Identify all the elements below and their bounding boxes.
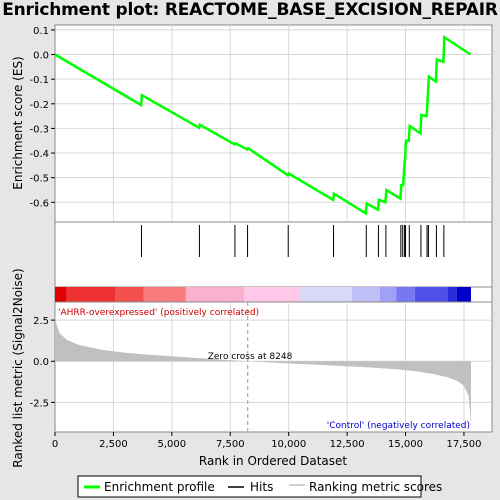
zero-cross-label: Zero cross at 8248 xyxy=(208,352,293,362)
x-axis-label: Rank in Ordered Dataset xyxy=(199,454,347,468)
rank-heat-band xyxy=(55,287,471,302)
heat-band-segment xyxy=(55,287,67,302)
heat-band-segment xyxy=(300,287,352,302)
es-grid xyxy=(55,25,492,222)
heat-band-segment xyxy=(414,287,448,302)
metric-y-tick-label: 2.5 xyxy=(33,316,49,327)
heat-band-segment xyxy=(185,287,245,302)
es-y-tick-label: -0.2 xyxy=(29,100,49,111)
legend-box xyxy=(77,475,422,498)
x-tick-label: 10,000 xyxy=(271,439,306,450)
es-y-tick-label: -0.4 xyxy=(29,149,49,160)
heat-band-segment xyxy=(396,287,415,302)
positive-label: 'AHRR-overexpressed' (positively correla… xyxy=(58,308,259,318)
es-y-axis-label: Enrichment score (ES) xyxy=(11,56,25,189)
metric-y-tick-label: 0.0 xyxy=(33,357,49,368)
heat-band-segment xyxy=(244,287,301,302)
heat-band-segment xyxy=(379,287,397,302)
es-y-tick-label: 0.0 xyxy=(33,51,49,62)
x-tick-label: 7,500 xyxy=(216,439,245,450)
enrichment-profile-line xyxy=(54,35,472,216)
x-tick-label: 5,000 xyxy=(158,439,187,450)
heat-band-segment xyxy=(143,287,186,302)
hits-panel xyxy=(54,221,493,288)
es-y-tick-label: -0.5 xyxy=(29,174,49,185)
x-tick-label: 17,500 xyxy=(446,439,481,450)
es-y-tick-label: -0.3 xyxy=(29,124,49,135)
hits-marks xyxy=(140,225,445,257)
es-panel xyxy=(54,24,493,223)
metric-y-axis-label: Ranked list metric (Signal2Noise) xyxy=(11,268,25,467)
legend-label-enrichment: Enrichment profile xyxy=(104,480,215,494)
heat-band-segment xyxy=(115,287,144,302)
es-y-tick-label: -0.6 xyxy=(29,198,49,209)
es-y-tick-label: 0.1 xyxy=(33,26,49,37)
metric-y-axis: 2.5 0.0 -2.5 xyxy=(29,316,55,409)
x-tick-label: 2,500 xyxy=(99,439,128,450)
x-tick-label: 15,000 xyxy=(388,439,423,450)
x-tick-label: 12,500 xyxy=(330,439,365,450)
x-tick-label: 0 xyxy=(52,439,58,450)
heat-band-segment xyxy=(447,287,457,302)
heat-band-segment xyxy=(456,287,471,302)
metric-y-tick-label: -2.5 xyxy=(29,398,49,409)
legend: Enrichment profile Hits Ranking metric s… xyxy=(77,475,442,498)
heat-band-segment xyxy=(351,287,380,302)
x-axis: 0 2,500 5,000 7,500 10,000 12,500 15,000 17,500 xyxy=(52,432,481,450)
negative-label: 'Control' (negatively correlated) xyxy=(327,421,470,431)
chart-title: Enrichment plot: REACTOME_BASE_EXCISION_… xyxy=(2,0,498,20)
es-y-tick-label: -0.1 xyxy=(29,75,49,86)
legend-label-metric: Ranking metric scores xyxy=(309,480,442,494)
legend-label-hits: Hits xyxy=(250,480,273,494)
es-y-axis: 0.1 0.0 -0.1 -0.2 -0.3 -0.4 -0.5 -0.6 xyxy=(29,26,55,209)
heat-band-segment xyxy=(66,287,116,302)
